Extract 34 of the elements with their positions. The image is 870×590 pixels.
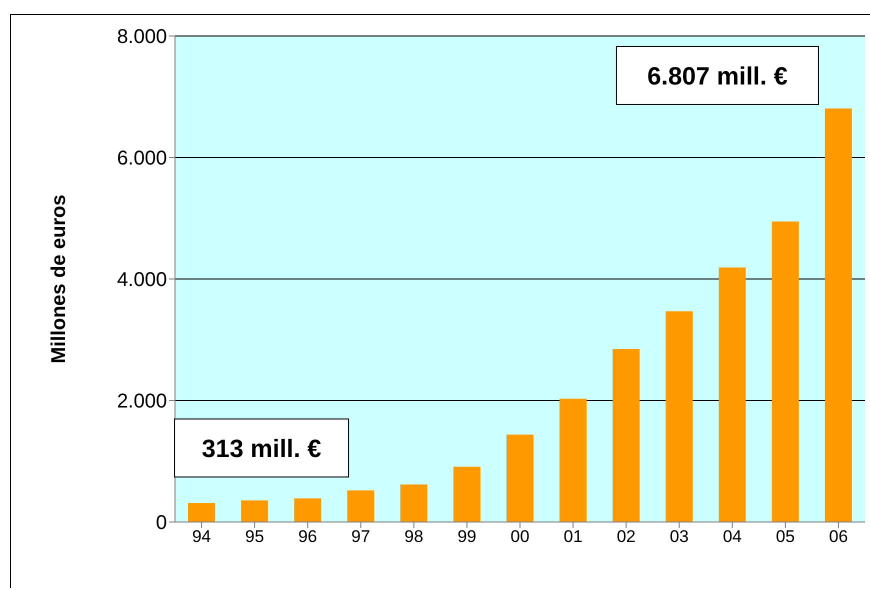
annotation: 313 mill. € — [202, 434, 322, 463]
x-tick-label: 95 — [245, 527, 264, 546]
bar — [453, 466, 480, 522]
y-tick-label: 6.000 — [116, 148, 167, 170]
y-tick-label: 4.000 — [116, 269, 167, 292]
x-tick-label: 98 — [404, 527, 424, 546]
x-tick-label: 94 — [192, 527, 211, 546]
x-tick-label: 03 — [670, 527, 689, 546]
bar — [718, 267, 746, 522]
bar — [241, 500, 268, 522]
x-tick-label: 04 — [722, 527, 742, 546]
bar — [612, 348, 640, 522]
y-axis-title: Millones de euros — [48, 194, 70, 364]
bar — [400, 484, 428, 522]
x-tick-label: 96 — [298, 527, 318, 546]
y-tick-label: 0 — [156, 512, 167, 534]
x-tick-label: 02 — [616, 527, 636, 546]
bar — [772, 222, 799, 522]
y-tick-label: 8.000 — [116, 26, 167, 48]
bar — [560, 398, 587, 522]
x-tick-label: 97 — [351, 527, 370, 546]
x-tick-label: 99 — [457, 527, 476, 546]
bar — [188, 502, 215, 522]
x-tick-label: 06 — [829, 527, 848, 546]
bar — [506, 434, 534, 522]
y-tick-label: 2.000 — [116, 390, 167, 413]
bar — [824, 108, 852, 522]
x-tick-label: 05 — [776, 527, 795, 546]
bar — [294, 498, 322, 522]
annotation: 6.807 mill. € — [647, 62, 788, 90]
bar — [347, 490, 374, 522]
x-tick-label: 01 — [564, 527, 583, 546]
bar — [666, 311, 693, 522]
x-tick-label: 00 — [510, 527, 530, 546]
